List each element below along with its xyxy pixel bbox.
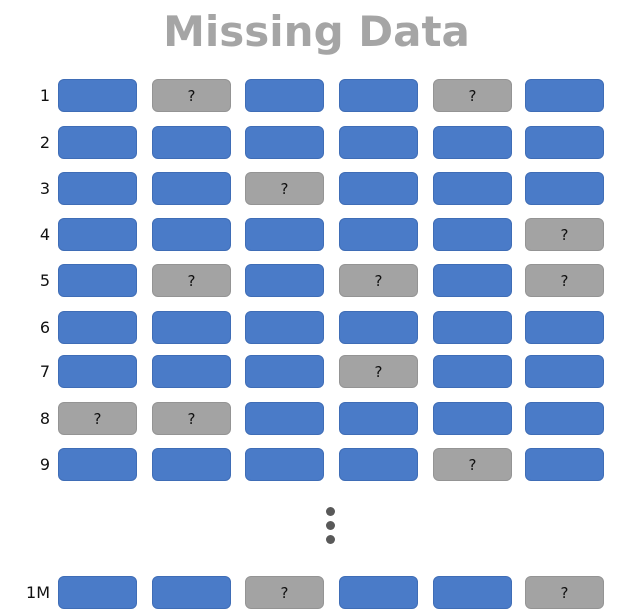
data-cell xyxy=(245,355,324,388)
grid-row: 1?? xyxy=(0,79,633,113)
data-cell xyxy=(245,264,324,297)
data-cell xyxy=(339,576,418,609)
missing-cell: ? xyxy=(339,264,418,297)
missing-cell: ? xyxy=(525,218,604,251)
data-cell xyxy=(152,126,231,159)
row-label: 5 xyxy=(39,271,50,290)
data-cell xyxy=(58,172,137,205)
data-cell xyxy=(339,311,418,344)
data-cell xyxy=(339,126,418,159)
data-cell xyxy=(525,79,604,112)
missing-cell: ? xyxy=(245,576,324,609)
data-cell xyxy=(245,218,324,251)
missing-cell: ? xyxy=(58,402,137,435)
data-cell xyxy=(152,311,231,344)
diagram-title: Missing Data xyxy=(163,7,470,56)
grid-row: 1M?? xyxy=(0,576,633,610)
data-cell xyxy=(245,402,324,435)
data-cell xyxy=(339,172,418,205)
data-cell xyxy=(433,355,512,388)
row-label: 8 xyxy=(39,409,50,428)
grid-row: 4? xyxy=(0,218,633,252)
grid-row: 3? xyxy=(0,172,633,206)
missing-cell: ? xyxy=(339,355,418,388)
data-cell xyxy=(58,218,137,251)
data-cell xyxy=(152,448,231,481)
data-cell xyxy=(245,448,324,481)
row-label: 4 xyxy=(39,225,50,244)
missing-cell: ? xyxy=(152,402,231,435)
data-cell xyxy=(245,311,324,344)
row-label: 3 xyxy=(39,179,50,198)
missing-cell: ? xyxy=(152,79,231,112)
data-cell xyxy=(433,218,512,251)
data-cell xyxy=(152,576,231,609)
data-cell xyxy=(245,126,324,159)
data-cell xyxy=(525,172,604,205)
missing-cell: ? xyxy=(245,172,324,205)
missing-cell: ? xyxy=(525,264,604,297)
data-cell xyxy=(152,172,231,205)
data-cell xyxy=(339,448,418,481)
data-cell xyxy=(433,311,512,344)
data-cell xyxy=(245,79,324,112)
row-label: 6 xyxy=(39,318,50,337)
row-label: 1M xyxy=(26,583,50,602)
data-cell xyxy=(525,355,604,388)
row-label: 2 xyxy=(39,133,50,152)
data-cell xyxy=(433,264,512,297)
data-cell xyxy=(58,126,137,159)
data-cell xyxy=(339,402,418,435)
missing-cell: ? xyxy=(152,264,231,297)
grid-row: 7? xyxy=(0,355,633,389)
grid-row: 6 xyxy=(0,311,633,345)
data-cell xyxy=(525,126,604,159)
data-cell xyxy=(58,264,137,297)
data-cell xyxy=(433,576,512,609)
data-cell xyxy=(58,576,137,609)
missing-cell: ? xyxy=(525,576,604,609)
data-cell xyxy=(433,172,512,205)
row-label: 1 xyxy=(39,86,50,105)
data-cell xyxy=(58,311,137,344)
data-cell xyxy=(339,79,418,112)
missing-cell: ? xyxy=(433,79,512,112)
grid-row: 2 xyxy=(0,126,633,160)
vertical-ellipsis-icon xyxy=(322,507,338,551)
data-cell xyxy=(58,448,137,481)
data-cell xyxy=(152,218,231,251)
data-cell xyxy=(525,311,604,344)
row-label: 7 xyxy=(39,362,50,381)
data-cell xyxy=(525,448,604,481)
data-cell xyxy=(433,126,512,159)
data-cell xyxy=(152,355,231,388)
row-label: 9 xyxy=(39,455,50,474)
data-cell xyxy=(433,402,512,435)
data-cell xyxy=(525,402,604,435)
data-cell xyxy=(58,79,137,112)
data-cell xyxy=(339,218,418,251)
grid-row: 8?? xyxy=(0,402,633,436)
grid-row: 9? xyxy=(0,448,633,482)
missing-cell: ? xyxy=(433,448,512,481)
grid-row: 5??? xyxy=(0,264,633,298)
data-cell xyxy=(58,355,137,388)
